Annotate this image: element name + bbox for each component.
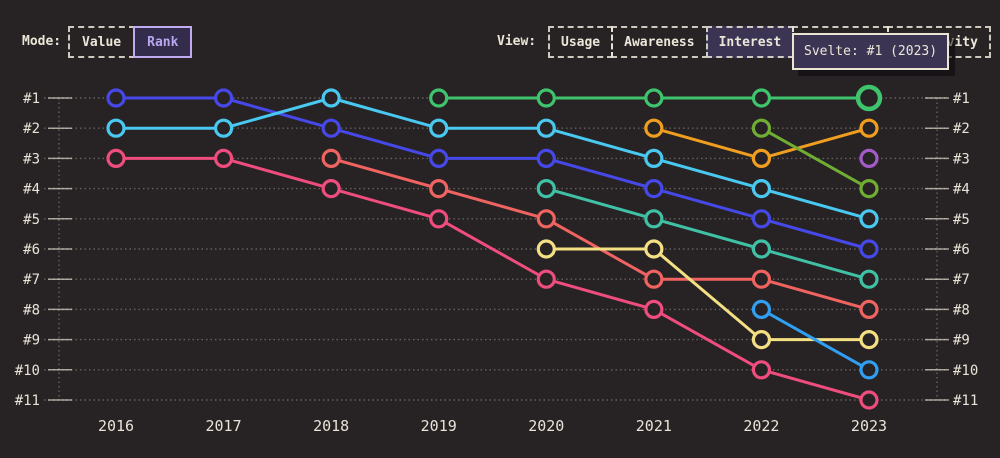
- cyan-series-point[interactable]: [859, 209, 879, 229]
- pink-series-point[interactable]: [213, 148, 234, 168]
- svelte-green-series-point[interactable]: [536, 88, 556, 108]
- blue-series-point[interactable]: [751, 209, 772, 229]
- svelte-green-series-point[interactable]: [429, 88, 449, 108]
- y-axis-label-right: #8: [953, 302, 970, 318]
- blue-series-point[interactable]: [859, 239, 879, 259]
- salmon-series-point[interactable]: [751, 269, 772, 289]
- cyan-series-point[interactable]: [536, 118, 556, 138]
- pink-series-point[interactable]: [321, 179, 341, 199]
- x-axis-label: 2020: [528, 417, 564, 435]
- teal-series-point[interactable]: [859, 269, 879, 289]
- yellow-series-point[interactable]: [536, 239, 556, 259]
- y-axis-label-left: #7: [23, 272, 40, 288]
- y-axis-label-right: #6: [953, 242, 970, 258]
- cyan-series-point[interactable]: [644, 148, 664, 168]
- cyan-series-line: [116, 96, 870, 221]
- y-axis-label-right: #9: [953, 333, 970, 349]
- orange-series-point[interactable]: [859, 118, 879, 138]
- view-label: View:: [497, 34, 537, 49]
- blue-series-point[interactable]: [644, 179, 664, 199]
- pink-series-point[interactable]: [751, 360, 772, 380]
- chart-tooltip: Svelte: #1 (2023): [792, 33, 950, 70]
- purple-series-point[interactable]: [859, 148, 879, 168]
- y-axis-label-left: #2: [23, 121, 40, 137]
- x-axis-label: 2016: [98, 417, 134, 435]
- orange-series-point[interactable]: [751, 148, 772, 168]
- pink-series-point[interactable]: [536, 269, 556, 289]
- teal-series-line: [545, 187, 870, 281]
- lightblue-series-point[interactable]: [859, 360, 879, 380]
- blue-series-point[interactable]: [106, 88, 126, 108]
- x-axis-label: 2022: [743, 417, 779, 435]
- mode-toggle-group: Value Rank: [68, 26, 193, 58]
- olive-series-point[interactable]: [859, 179, 879, 199]
- y-axis-label-left: #5: [23, 212, 40, 228]
- y-axis-label-left: #9: [23, 333, 40, 349]
- lightblue-series-line: [760, 308, 870, 372]
- salmon-series-point[interactable]: [859, 299, 879, 319]
- x-axis-label: 2021: [636, 417, 672, 435]
- y-axis-label-left: #1: [23, 91, 40, 107]
- mode-option-rank[interactable]: Rank: [133, 26, 193, 58]
- salmon-series-point[interactable]: [644, 269, 664, 289]
- yellow-series-point[interactable]: [859, 330, 879, 350]
- salmon-series-line: [330, 156, 870, 311]
- y-axis-label-right: #4: [953, 182, 970, 198]
- orange-series-point[interactable]: [644, 118, 664, 138]
- x-axis-label: 2019: [421, 417, 457, 435]
- x-axis-label: 2023: [851, 417, 887, 435]
- y-axis-label-right: #10: [953, 363, 978, 379]
- y-axis-label-left: #4: [23, 182, 40, 198]
- svelte-green-series-point-highlighted[interactable]: [855, 84, 883, 112]
- blue-series-line: [116, 96, 870, 251]
- blue-series-point[interactable]: [429, 148, 449, 168]
- x-axis-label: 2017: [206, 417, 242, 435]
- pink-series-line: [116, 156, 870, 402]
- blue-series-point[interactable]: [321, 118, 341, 138]
- salmon-series-point[interactable]: [429, 179, 449, 199]
- y-axis-label-right: #2: [953, 121, 970, 137]
- yellow-series-point[interactable]: [751, 330, 772, 350]
- mode-label: Mode:: [22, 34, 62, 49]
- y-axis-label-right: #11: [953, 393, 978, 409]
- y-axis-label-right: #1: [953, 91, 970, 107]
- cyan-series-point[interactable]: [106, 118, 126, 138]
- pink-series-point[interactable]: [644, 299, 664, 319]
- teal-series-point[interactable]: [644, 209, 664, 229]
- svelte-green-series-point[interactable]: [644, 88, 664, 108]
- y-axis-label-left: #10: [15, 363, 40, 379]
- x-axis-label: 2018: [313, 417, 349, 435]
- y-axis-label-left: #11: [15, 393, 40, 409]
- teal-series-point[interactable]: [751, 239, 772, 259]
- blue-series-point[interactable]: [536, 148, 556, 168]
- cyan-series-point[interactable]: [321, 88, 341, 108]
- teal-series-point[interactable]: [536, 179, 556, 199]
- svelte-green-series-point[interactable]: [751, 88, 772, 108]
- pink-series-point[interactable]: [859, 390, 879, 410]
- y-axis-label-right: #5: [953, 212, 970, 228]
- pink-series-point[interactable]: [106, 148, 126, 168]
- olive-series-line: [760, 126, 870, 190]
- blue-series-point[interactable]: [213, 88, 234, 108]
- salmon-series-point[interactable]: [536, 209, 556, 229]
- y-axis-label-left: #6: [23, 242, 40, 258]
- pink-series-point[interactable]: [429, 209, 449, 229]
- y-axis-label-left: #8: [23, 302, 40, 318]
- y-axis-label-right: #3: [953, 151, 970, 167]
- yellow-series-point[interactable]: [644, 239, 664, 259]
- salmon-series-point[interactable]: [321, 148, 341, 168]
- cyan-series-point[interactable]: [213, 118, 234, 138]
- lightblue-series-point[interactable]: [751, 299, 772, 319]
- cyan-series-point[interactable]: [429, 118, 449, 138]
- cyan-series-point[interactable]: [751, 179, 772, 199]
- y-axis-label-left: #3: [23, 151, 40, 167]
- olive-series-point[interactable]: [751, 118, 772, 138]
- y-axis-label-right: #7: [953, 272, 970, 288]
